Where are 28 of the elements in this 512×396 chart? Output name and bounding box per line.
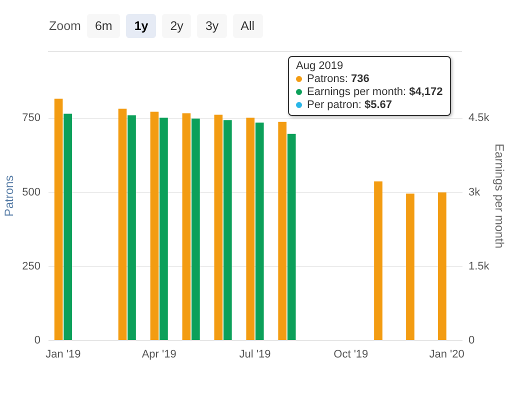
x-tick-label: Jul '19 (239, 348, 271, 360)
text: 2y (162, 14, 192, 38)
y2-tick-label: 4.5k (468, 112, 490, 124)
bar (438, 192, 446, 340)
y-tick-label: 250 (22, 260, 40, 272)
annotation: Earnings per month: $4,172 (307, 86, 443, 98)
y2-tick-label: 1.5k (468, 260, 490, 272)
x-tick-label: Jan '19 (46, 348, 81, 360)
y2-axis-title: Earnings per month (492, 144, 506, 248)
text: 1y (126, 14, 156, 38)
x-tick-label: Jan '20 (429, 348, 464, 360)
y-tick-label: 500 (22, 186, 40, 198)
annotation: Patrons: 736 (307, 73, 370, 85)
annotation: Per patron: $5.67 (307, 99, 392, 111)
annotation: Aug 2019 (296, 60, 344, 73)
y-tick-label: 0 (34, 334, 40, 346)
y-tick-label: 750 (22, 112, 40, 124)
y2-tick-label: 0 (468, 334, 475, 346)
x-tick-label: Apr '19 (142, 348, 176, 360)
text: 3y (197, 14, 227, 38)
y2-tick-label: 3k (468, 186, 481, 198)
text: 6m (86, 14, 120, 38)
y-axis-title: Patrons (2, 175, 16, 217)
text: All (232, 14, 263, 38)
text: Zoom (49, 19, 81, 33)
x-tick-label: Oct '19 (334, 348, 368, 360)
bar (406, 194, 414, 340)
bar (374, 181, 382, 340)
